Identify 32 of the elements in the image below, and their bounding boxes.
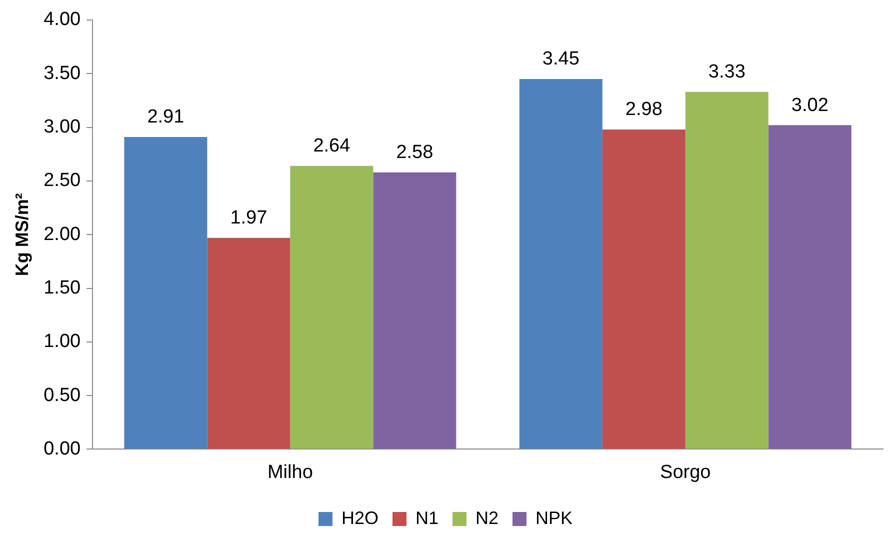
y-tick-label: 1.50 — [44, 277, 81, 298]
y-tick-label: 1.00 — [44, 331, 81, 352]
legend-label: NPK — [536, 508, 573, 528]
bar — [124, 136, 208, 449]
bar — [602, 129, 686, 449]
y-tick-label: 4.00 — [44, 9, 81, 30]
y-axis-title: Kg MS/m² — [12, 193, 32, 276]
data-label: 2.98 — [625, 99, 662, 120]
y-tick-label: 0.00 — [44, 438, 81, 460]
x-tick-label: Sorgo — [660, 462, 711, 483]
data-label: 2.91 — [147, 106, 184, 128]
data-label: 3.33 — [708, 62, 746, 83]
x-tick-label: Milho — [267, 462, 313, 483]
legend-label: N2 — [476, 508, 499, 528]
bar — [290, 166, 374, 449]
bar — [207, 238, 290, 449]
legend-label: H2O — [341, 508, 378, 528]
y-tick-label: 2.00 — [44, 224, 81, 245]
y-tick-label: 3.00 — [44, 116, 81, 138]
data-label: 2.64 — [313, 136, 351, 157]
bar — [519, 79, 602, 449]
bar — [685, 92, 768, 449]
data-label: 2.58 — [396, 142, 434, 164]
bar — [768, 125, 852, 449]
data-label: 3.45 — [542, 48, 580, 70]
y-tick-label: 3.50 — [44, 62, 81, 84]
data-label: 1.97 — [230, 208, 268, 229]
legend-label: N1 — [415, 508, 439, 528]
y-tick-label: 2.50 — [44, 170, 81, 192]
bar — [373, 172, 456, 449]
data-label: 3.02 — [791, 94, 828, 116]
y-tick-label: 0.50 — [44, 384, 81, 406]
